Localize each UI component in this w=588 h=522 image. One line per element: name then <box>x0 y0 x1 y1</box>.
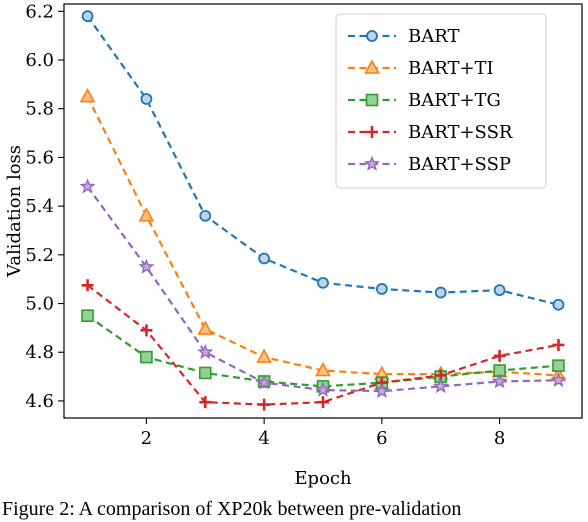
y-tick-label-5.6: 5.6 <box>25 147 54 168</box>
point-bart-ssr-5 <box>317 396 329 409</box>
plot-frame <box>63 3 583 419</box>
point-bart-ti-3 <box>197 320 214 335</box>
y-axis-label: Validation loss <box>4 145 25 278</box>
point-bart-5 <box>317 276 329 289</box>
point-bart-ssr-2 <box>140 324 153 337</box>
series-bart-ssp <box>79 178 567 399</box>
point-bart-ssp-2 <box>138 258 155 274</box>
legend-marker-bart-ti <box>364 59 380 74</box>
point-bart-1 <box>81 10 94 23</box>
point-bart-ti-4 <box>256 348 272 363</box>
point-bart-ssr-4 <box>258 398 271 411</box>
legend-entry-bart: BART <box>348 26 459 47</box>
legend-label-bart-ssr: BART+SSR <box>408 122 513 143</box>
legend-marker-bart-tg <box>365 93 379 107</box>
point-bart-ssp-1 <box>79 178 96 194</box>
point-bart-ssr-8 <box>493 349 506 362</box>
legend-label-bart-ssp: BART+SSP <box>408 154 511 175</box>
point-bart-ssr-1 <box>81 279 94 292</box>
y-tick-label-5.0: 5.0 <box>25 294 54 315</box>
x-tick-label-2: 2 <box>141 428 152 449</box>
x-tick-label-6: 6 <box>376 428 387 449</box>
legend-marker-bart-ssr <box>366 126 378 138</box>
legend: BART BART+TI BART+TG BART+SSR BART+SSP <box>335 13 547 189</box>
legend-entry-bart-ssr: BART+SSR <box>348 122 513 143</box>
y-tick-label-4.8: 4.8 <box>25 342 54 363</box>
point-bart-2 <box>140 93 153 105</box>
legend-entry-bart-ssp: BART+SSP <box>348 154 511 175</box>
series-line-bart-ssr <box>86 284 559 406</box>
point-bart-ssr-3 <box>199 396 212 409</box>
legend-marker-bart-ssp <box>363 155 381 171</box>
point-bart-3 <box>199 209 212 222</box>
series-bart-tg <box>81 309 565 393</box>
point-bart-8 <box>493 284 506 297</box>
y-tick-label-5.4: 5.4 <box>25 196 54 217</box>
x-axis-label: Epoch <box>294 468 352 489</box>
point-bart-tg-2 <box>140 350 153 364</box>
point-bart-ti-1 <box>79 87 96 103</box>
point-bart-ssr-9 <box>552 338 565 351</box>
axes: 2 4 6 8 4.6 4.8 5.0 5.2 5.4 5.6 5.8 6.0 6.2 <box>25 1 583 449</box>
point-bart-ssp-4 <box>256 374 273 390</box>
point-bart-6 <box>375 283 388 295</box>
point-bart-ssp-3 <box>197 343 214 360</box>
point-bart-4 <box>258 252 271 265</box>
legend-label-bart-ti: BART+TI <box>408 58 494 79</box>
legend-entry-bart-ti: BART+TI <box>348 58 494 79</box>
y-tick-label-6.0: 6.0 <box>25 50 54 71</box>
plot-area <box>79 10 567 411</box>
x-tick-label-8: 8 <box>494 428 505 449</box>
series-bart <box>81 10 565 311</box>
x-tick-label-4: 4 <box>258 428 269 449</box>
point-bart-ssp-9 <box>550 371 567 388</box>
point-bart-ti-5 <box>315 361 331 377</box>
y-tick-label-5.2: 5.2 <box>25 245 54 266</box>
point-bart-ti-2 <box>138 207 155 222</box>
line-chart: 2 4 6 84.64.85.05.25.45.65.86.06.2 BARTBART… <box>4 1 583 489</box>
point-bart-tg-3 <box>198 366 212 380</box>
point-bart-7 <box>434 286 447 299</box>
point-bart-ssp-6 <box>373 382 390 399</box>
legend-label-bart-tg: BART+TG <box>408 90 501 111</box>
point-bart-tg-1 <box>81 309 94 323</box>
legend-label-bart: BART <box>408 26 459 47</box>
figure-caption: Figure 2: A comparison of XP20k between … <box>2 498 462 520</box>
legend-box <box>335 13 547 189</box>
series-line-bart-tg <box>86 314 559 388</box>
point-bart-tg-9 <box>552 359 565 372</box>
series-bart-ssr <box>81 279 565 411</box>
y-tick-label-5.8: 5.8 <box>25 99 54 120</box>
y-tick-label-6.2: 6.2 <box>25 1 54 22</box>
point-bart-ssp-7 <box>432 377 449 394</box>
y-tick-label-4.6: 4.6 <box>25 391 54 412</box>
legend-marker-bart <box>366 30 378 42</box>
point-bart-9 <box>552 298 565 311</box>
point-bart-ssp-5 <box>314 381 332 397</box>
point-bart-ssp-8 <box>491 373 508 389</box>
legend-entry-bart-tg: BART+TG <box>348 90 501 111</box>
